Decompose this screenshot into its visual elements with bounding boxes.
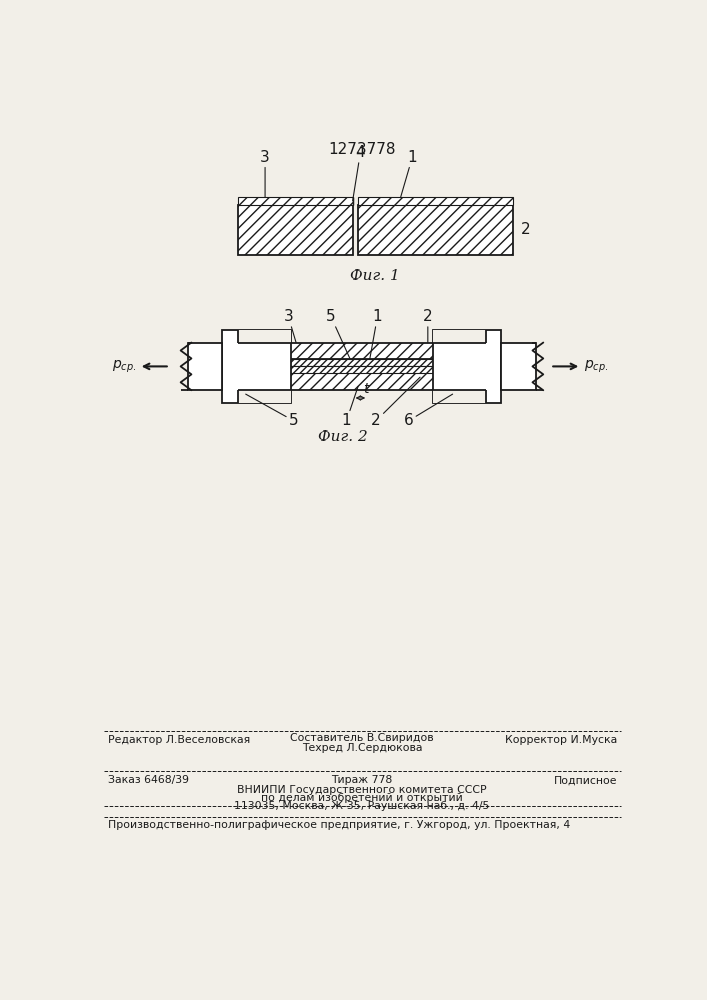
Text: 2: 2 [371,377,420,428]
Text: Техред Л.Сердюкова: Техред Л.Сердюкова [302,743,422,753]
Bar [187,343,223,390]
Text: Тираж 778: Тираж 778 [332,775,392,785]
Bar [276,373,448,390]
Text: $р_{ср.}$: $р_{ср.}$ [112,358,136,375]
Bar [238,197,353,205]
Bar [433,330,486,343]
Bar [283,359,441,366]
Text: Заказ 6468/39: Заказ 6468/39 [107,775,189,785]
Text: $р_{ср.}$: $р_{ср.}$ [583,358,608,375]
Bar [238,330,291,343]
Text: Фиг. 1: Фиг. 1 [350,269,400,283]
Text: 1: 1 [341,386,358,428]
Bar [238,390,291,403]
Text: Производственно-полиграфическое предприятие, г. Ужгород, ул. Проектная, 4: Производственно-полиграфическое предприя… [107,820,570,830]
Text: Подписное: Подписное [554,775,617,785]
Text: Фиг. 2: Фиг. 2 [317,430,368,444]
Bar [501,343,537,390]
Text: 2: 2 [521,222,530,237]
Bar [433,390,486,403]
Text: 1: 1 [370,309,382,359]
Bar [358,205,513,255]
Text: Корректор И.Муска: Корректор И.Муска [505,735,617,745]
Text: по делам изобретений и открытий: по делам изобретений и открытий [261,793,463,803]
Bar [433,330,501,403]
Text: 6: 6 [404,394,452,428]
Text: 4: 4 [353,145,366,201]
Text: 1: 1 [401,150,417,197]
Text: Составитель В.Свиридов: Составитель В.Свиридов [290,733,434,743]
Text: ВНИИПИ Государственного комитета СССР: ВНИИПИ Государственного комитета СССР [237,785,486,795]
Text: Редактор Л.Веселовская: Редактор Л.Веселовская [107,735,250,745]
Text: 5: 5 [246,394,298,428]
Bar [276,343,448,359]
Bar [283,366,441,373]
Text: t: t [363,382,369,396]
Text: 113035, Москва, Ж-35, Раушская наб., д. 4/5: 113035, Москва, Ж-35, Раушская наб., д. … [234,801,490,811]
Text: 3: 3 [284,309,296,343]
Bar [238,205,353,255]
Bar [358,197,513,205]
Text: 5: 5 [326,309,351,359]
Text: 2: 2 [423,309,433,343]
Text: 1273778: 1273778 [329,142,396,157]
Text: 3: 3 [260,150,270,197]
Bar [223,330,291,403]
